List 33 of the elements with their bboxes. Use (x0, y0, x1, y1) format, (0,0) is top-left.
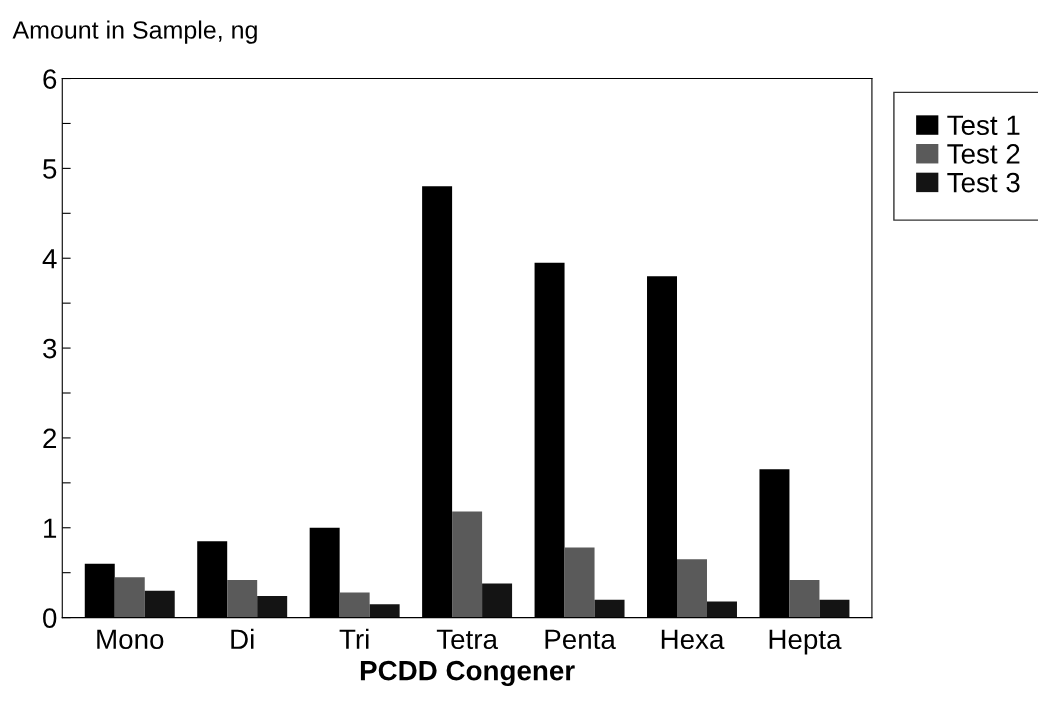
bar (339, 592, 370, 618)
y-tick-label: 6 (43, 69, 57, 89)
y-tick-label: 1 (44, 518, 57, 538)
legend-label: Test 3 (947, 172, 1020, 193)
x-axis-title: PCDD Congener (360, 660, 575, 687)
y-tick-label: 0 (43, 608, 57, 628)
x-tick-label: Hexa (661, 629, 725, 650)
bar (789, 579, 820, 618)
bar (706, 601, 737, 618)
bar (819, 599, 850, 618)
x-tick-label: Tetra (436, 629, 498, 650)
x-tick-label: Mono (97, 629, 164, 650)
x-tick-label: Penta (545, 629, 616, 650)
bar (452, 511, 483, 618)
y-tick-label: 5 (43, 159, 57, 179)
legend-label: Test 2 (947, 144, 1020, 164)
bar (482, 583, 513, 618)
y-tick-label: 2 (43, 428, 57, 448)
bar (114, 577, 145, 618)
x-tick-label: Di (231, 628, 254, 649)
bar (144, 590, 175, 618)
bar (564, 547, 595, 618)
bar (257, 596, 288, 618)
x-tick-label: Tri (339, 628, 369, 649)
y-tick-label: 4 (42, 249, 57, 269)
legend-label: Test 1 (947, 115, 1020, 136)
bar (369, 604, 400, 618)
bar (227, 579, 258, 618)
bar (677, 559, 707, 618)
bar (594, 599, 625, 618)
x-tick-label: Hepta (769, 629, 842, 655)
y-tick-label: 3 (43, 338, 57, 359)
y-axis-title: Amount in Sample, ng (12, 20, 257, 44)
